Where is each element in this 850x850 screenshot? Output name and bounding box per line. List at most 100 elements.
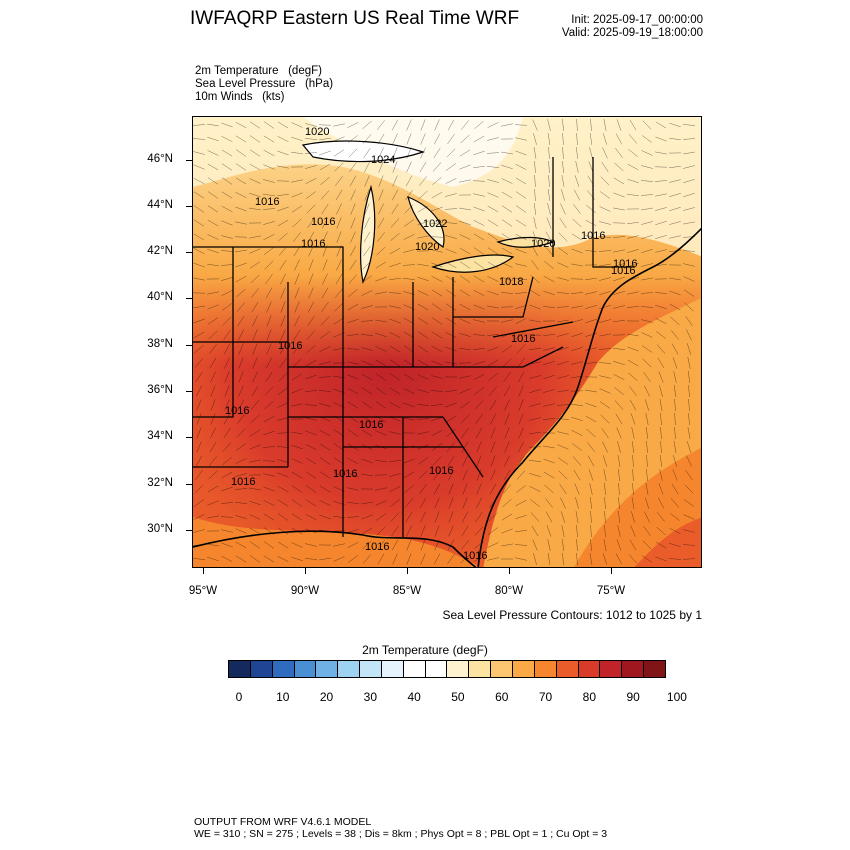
field-label-winds: 10m Winds (kts) [195, 91, 285, 103]
isobar-label: 1016 [255, 196, 279, 208]
isobar-label: 1016 [359, 419, 383, 431]
latitude-label: 46°N [147, 153, 173, 165]
wind-barbs [193, 118, 696, 566]
isobar-label: 1016 [278, 340, 302, 352]
colorbar-swatch [360, 661, 382, 677]
field-label-temperature: 2m Temperature (degF) [195, 65, 322, 77]
colorbar-swatch [491, 661, 513, 677]
gulf-of-mexico [193, 517, 480, 567]
colorbar-swatch [600, 661, 623, 677]
longitude-label: 80°W [494, 585, 524, 597]
longitude-tick [611, 568, 612, 574]
colorbar-swatch [272, 661, 295, 677]
colorbar-swatch [622, 661, 645, 677]
colorbar-title: 2m Temperature (degF) [362, 643, 488, 657]
isobar-label: 1016 [365, 541, 389, 553]
latitude-tick [186, 206, 192, 207]
isobar-label: 1016 [311, 216, 335, 228]
lake-superior [301, 140, 425, 163]
isobar-label: 1016 [511, 333, 535, 345]
colorbar-swatch [447, 661, 470, 677]
footer-config: WE = 310 ; SN = 275 ; Levels = 38 ; Dis … [194, 828, 608, 840]
colorbar-swatch [229, 661, 251, 677]
isobar-label: 1016 [613, 258, 637, 270]
coastline [193, 227, 701, 567]
latitude-tick [186, 484, 192, 485]
isobar-label: 1016 [463, 550, 487, 562]
colorbar-swatch [512, 661, 535, 677]
isobar-label: 1020 [305, 126, 329, 138]
latitude-label: 32°N [147, 477, 173, 489]
isobar-label: 1016 [429, 465, 453, 477]
isobar-label: 1016 [581, 230, 605, 242]
footer-model: OUTPUT FROM WRF V4.6.1 MODEL [194, 816, 372, 828]
colorbar-tick-label: 70 [538, 690, 553, 704]
colorbar-swatch [534, 661, 557, 677]
colorbar-swatch [644, 661, 665, 677]
longitude-label: 90°W [290, 585, 320, 597]
longitude-tick [407, 568, 408, 574]
isobar-label: 1016 [231, 476, 255, 488]
colorbar-swatch [381, 661, 404, 677]
longitude-tick [305, 568, 306, 574]
latitude-tick [186, 391, 192, 392]
colorbar-swatch [250, 661, 273, 677]
colorbar-tick-label: 0 [235, 690, 243, 704]
contour-note: Sea Level Pressure Contours: 1012 to 102… [442, 608, 703, 622]
isobar-label: 1020 [415, 241, 439, 253]
colorbar-tick-label: 90 [626, 690, 640, 704]
valid-time: Valid: 2025-09-19_18:00:00 [561, 27, 703, 39]
longitude-label: 75°W [596, 585, 626, 597]
lake-erie [431, 254, 515, 273]
latitude-tick [186, 252, 192, 253]
isobar-label: 1024 [371, 154, 395, 166]
latitude-tick [186, 160, 192, 161]
colorbar-swatch [294, 661, 317, 677]
isobar-label: 1022 [423, 218, 447, 230]
latitude-label: 34°N [147, 430, 173, 442]
colorbar-swatch [556, 661, 579, 677]
latitude-tick [186, 298, 192, 299]
colorbar-swatch [578, 661, 601, 677]
colorbar-swatch [469, 661, 492, 677]
colorbar-swatch [338, 661, 361, 677]
isobar-label: 1016 [301, 238, 325, 250]
colorbar-tick-label: 60 [495, 690, 509, 704]
colorbar-swatch [425, 661, 448, 677]
colorbar-tick-label: 100 [666, 690, 687, 704]
latitude-label: 44°N [147, 199, 173, 211]
latitude-label: 42°N [147, 245, 173, 257]
latitude-label: 36°N [147, 384, 173, 396]
latitude-label: 30°N [147, 523, 173, 535]
state-borders [193, 157, 633, 537]
latitude-label: 38°N [147, 338, 173, 350]
page-title: IWFAQRP Eastern US Real Time WRF [190, 8, 520, 29]
latitude-tick [186, 345, 192, 346]
map-panel: 1020 1024 1016 1016 1016 1022 1020 1020 1016 1016… [192, 116, 702, 568]
colorbar-tick-label: 40 [407, 690, 421, 704]
latitude-label: 40°N [147, 291, 173, 303]
longitude-label: 85°W [392, 585, 422, 597]
colorbar-swatch [403, 661, 426, 677]
colorbar-tick-label: 10 [276, 690, 290, 704]
colorbar-tick-label: 20 [319, 690, 334, 704]
isobar-label: 1018 [499, 276, 523, 288]
field-label-pressure: Sea Level Pressure (hPa) [195, 78, 334, 90]
colorbar-tick-label: 50 [451, 690, 465, 704]
colorbar-tick-label: 80 [582, 690, 597, 704]
longitude-tick [203, 568, 204, 574]
init-time: Init: 2025-09-17_00:00:00 [571, 14, 703, 26]
isobar-label: 1016 [611, 265, 635, 277]
isobar-label: 1016 [225, 405, 249, 417]
isobar-label: 1020 [531, 238, 555, 250]
colorbar-swatch [316, 661, 339, 677]
latitude-tick [186, 530, 192, 531]
latitude-tick [186, 437, 192, 438]
colorbar [228, 660, 666, 678]
colorbar-tick-label: 30 [363, 690, 378, 704]
longitude-label: 95°W [188, 585, 218, 597]
isobar-label: 1016 [333, 468, 357, 480]
longitude-tick [509, 568, 510, 574]
